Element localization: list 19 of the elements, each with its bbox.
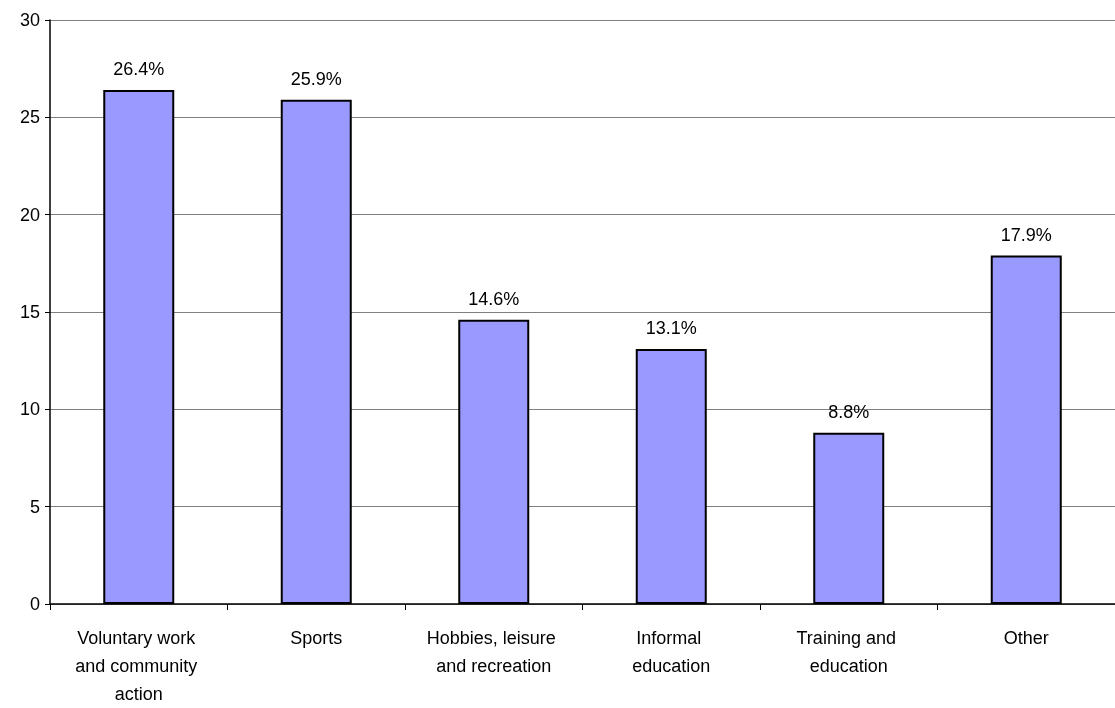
x-tick-label: Sports	[290, 628, 343, 648]
x-tick-label: Training and education	[796, 628, 901, 676]
x-tick-label: Voluntary work and community action	[75, 628, 203, 704]
y-tick-label: 20	[19, 204, 40, 225]
y-tick-label: 5	[29, 496, 40, 517]
y-tick-label: 10	[19, 399, 40, 420]
y-tick-label: 15	[19, 302, 40, 322]
x-tick-label: Hobbies, leisure and recreation	[426, 628, 561, 676]
data-label: 26.4%	[113, 59, 165, 80]
data-label: 25.9%	[290, 68, 342, 89]
x-tick-label: Informal education	[632, 628, 711, 676]
data-label: 13.1%	[645, 317, 697, 338]
x-tick-label: Other	[1003, 628, 1049, 648]
y-tick-label: 30	[19, 10, 40, 30]
y-tick-label: 25	[19, 107, 40, 128]
data-label: 17.9%	[1000, 224, 1052, 245]
data-label: 14.6%	[468, 288, 520, 309]
y-tick-label: 0	[29, 594, 40, 614]
data-label: 8.8%	[828, 401, 870, 422]
